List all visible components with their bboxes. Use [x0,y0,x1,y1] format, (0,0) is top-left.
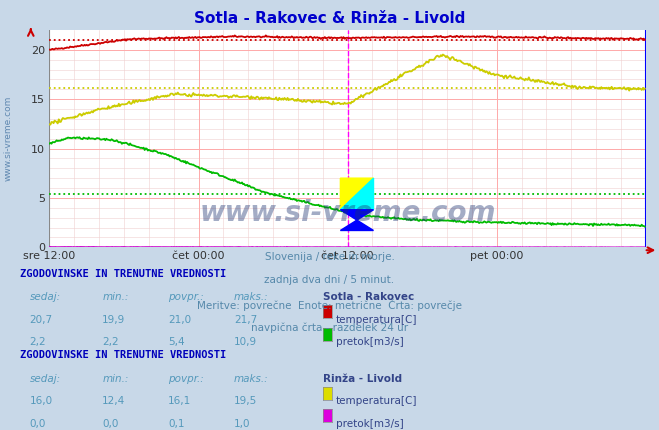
Text: Meritve: povrečne  Enote: metrične  Črta: povrečje: Meritve: povrečne Enote: metrične Črta: … [197,299,462,311]
Text: 10,9: 10,9 [234,337,257,347]
Text: povpr.:: povpr.: [168,292,204,302]
Text: sedaj:: sedaj: [30,292,61,302]
Polygon shape [341,178,374,210]
Text: ZGODOVINSKE IN TRENUTNE VREDNOSTI: ZGODOVINSKE IN TRENUTNE VREDNOSTI [20,350,226,360]
Text: ZGODOVINSKE IN TRENUTNE VREDNOSTI: ZGODOVINSKE IN TRENUTNE VREDNOSTI [20,269,226,279]
Text: 19,5: 19,5 [234,396,257,406]
Text: 0,1: 0,1 [168,419,185,429]
Text: 21,0: 21,0 [168,315,191,325]
Text: min.:: min.: [102,374,129,384]
Text: www.si-vreme.com: www.si-vreme.com [3,96,13,181]
Text: 12,4: 12,4 [102,396,125,406]
Text: 2,2: 2,2 [102,337,119,347]
Text: 2,2: 2,2 [30,337,46,347]
Text: Slovenija / reke in morje.: Slovenija / reke in morje. [264,252,395,261]
Polygon shape [341,178,374,210]
Text: pretok[m3/s]: pretok[m3/s] [336,337,404,347]
Text: 16,0: 16,0 [30,396,53,406]
Text: Sotla - Rakovec & Rinža - Livold: Sotla - Rakovec & Rinža - Livold [194,11,465,26]
Text: 16,1: 16,1 [168,396,191,406]
Polygon shape [341,210,374,230]
Text: 20,7: 20,7 [30,315,53,325]
Text: povpr.:: povpr.: [168,374,204,384]
Text: 21,7: 21,7 [234,315,257,325]
Text: Sotla - Rakovec: Sotla - Rakovec [323,292,414,302]
Text: pretok[m3/s]: pretok[m3/s] [336,419,404,429]
Text: navpična črta - razdelek 24 ur: navpična črta - razdelek 24 ur [251,322,408,333]
Text: maks.:: maks.: [234,292,269,302]
Text: 19,9: 19,9 [102,315,125,325]
Text: min.:: min.: [102,292,129,302]
Text: Rinža - Livold: Rinža - Livold [323,374,402,384]
Text: zadnja dva dni / 5 minut.: zadnja dva dni / 5 minut. [264,275,395,285]
Text: sedaj:: sedaj: [30,374,61,384]
Text: temperatura[C]: temperatura[C] [336,315,418,325]
Text: 0,0: 0,0 [102,419,119,429]
Text: 5,4: 5,4 [168,337,185,347]
Text: temperatura[C]: temperatura[C] [336,396,418,406]
Text: 1,0: 1,0 [234,419,250,429]
Text: maks.:: maks.: [234,374,269,384]
Text: www.si-vreme.com: www.si-vreme.com [200,199,496,227]
Text: 0,0: 0,0 [30,419,46,429]
